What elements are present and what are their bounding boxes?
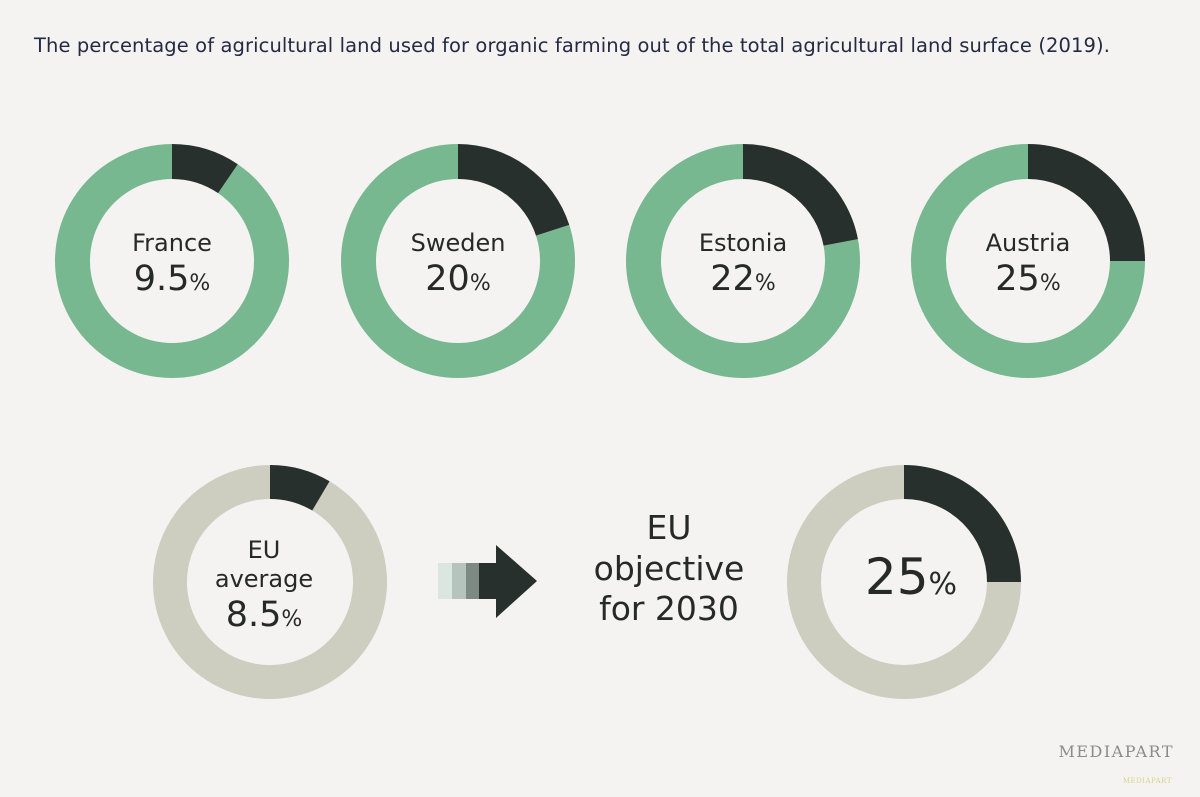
country-name: Austria [985, 229, 1071, 257]
objective-line-2: objective [593, 548, 745, 588]
donut-austria [911, 144, 1145, 379]
donut-slice-organic [458, 144, 570, 236]
chart-title: The percentage of agricultural land used… [34, 34, 1111, 57]
donut-eu-objective [787, 465, 1021, 699]
donut-slice-organic [270, 465, 330, 511]
donut-slice-remainder [626, 144, 860, 378]
percent-sign: % [189, 270, 211, 296]
percent-sign: % [469, 270, 491, 296]
arrow-fade-block-3 [466, 563, 480, 599]
country-name: Sweden [410, 229, 506, 257]
donut-slice-organic [904, 465, 1021, 582]
arrow-icon [438, 545, 537, 618]
donut-label-eu-average: EU average 8.5% [215, 536, 313, 636]
brand-logo: MEDIAPART [1058, 742, 1174, 761]
donut-estonia [626, 144, 860, 378]
percent-value: 20% [411, 258, 506, 300]
value-number: 22 [710, 258, 755, 299]
donut-slice-remainder [911, 144, 1145, 379]
label-line-1: EU [247, 536, 281, 564]
arrow-fade-block-2 [452, 563, 466, 599]
donut-slice-organic [743, 144, 858, 246]
donut-sweden [341, 144, 575, 378]
donut-label-sweden: Sweden 20% [411, 229, 506, 300]
country-name: France [132, 229, 212, 257]
donut-label-france: France 9.5% [132, 229, 212, 300]
percent-value: 8.5% [215, 594, 313, 636]
objective-line-1: EU [646, 508, 692, 547]
donut-slice-remainder [341, 144, 575, 378]
country-name: Estonia [698, 229, 788, 257]
value-number: 8.5 [225, 594, 282, 635]
value-number: 20 [425, 258, 470, 299]
donut-france [55, 144, 290, 378]
percent-value: 22% [699, 258, 787, 300]
percent-sign: % [1039, 270, 1061, 296]
donut-label-estonia: Estonia 22% [699, 229, 787, 300]
percent-value: 9.5% [132, 258, 212, 300]
arrow-head [479, 545, 537, 618]
value-number: 25 [864, 548, 929, 606]
percent-sign: % [754, 270, 776, 296]
donut-slice-organic [1028, 144, 1145, 261]
percent-sign: % [928, 567, 958, 602]
percent-sign: % [281, 606, 303, 632]
donut-slice-organic [172, 144, 238, 194]
percent-value: 25% [986, 258, 1071, 300]
value-number: 25 [995, 258, 1040, 299]
donut-label-eu-objective: 25% [865, 547, 957, 607]
donut-slice-remainder [55, 144, 290, 378]
eu-objective-text: EU objective for 2030 [594, 508, 745, 630]
arrow-fade-block-1 [438, 563, 452, 599]
donut-eu-average [153, 465, 388, 700]
brand-watermark: MEDIAPART [1122, 777, 1172, 785]
donut-label-austria: Austria 25% [986, 229, 1071, 300]
value-number: 9.5 [133, 258, 190, 299]
objective-line-3: for 2030 [599, 589, 739, 629]
label-line-2: average [214, 564, 314, 593]
